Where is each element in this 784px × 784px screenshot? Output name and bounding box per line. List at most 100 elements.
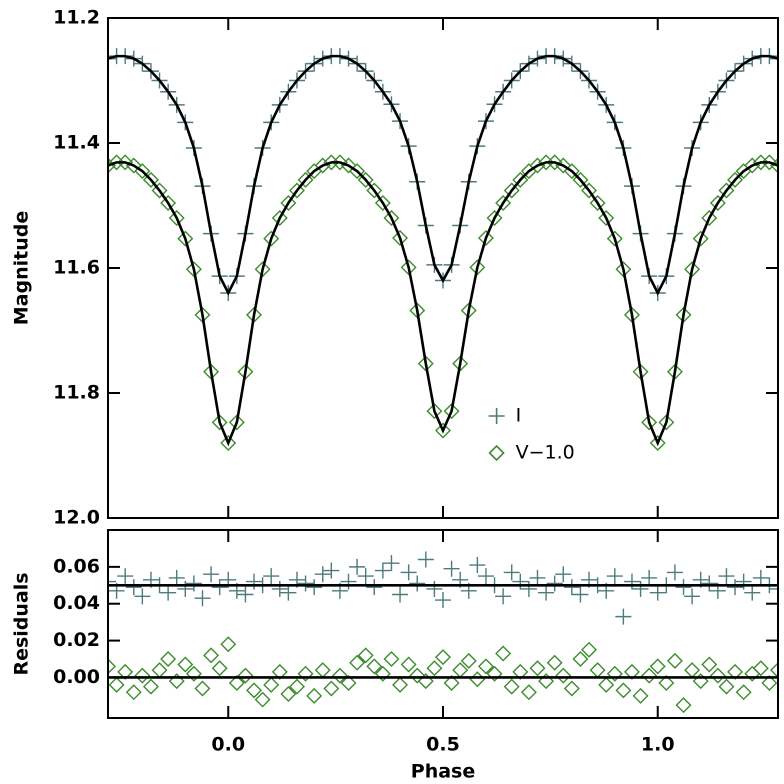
diamond-point: [383, 210, 400, 226]
plus-point: [666, 564, 683, 581]
diamond-point: [400, 259, 417, 276]
y-tick-label: 12.0: [53, 507, 100, 529]
model-line: [108, 54, 778, 296]
diamond-point: [443, 403, 460, 420]
plus-point: [392, 586, 409, 603]
diamond-point: [220, 435, 237, 451]
plus-point: [374, 562, 391, 579]
plus-point: [306, 579, 323, 596]
diamond-point: [288, 678, 305, 695]
diamond-point: [263, 230, 280, 247]
plot-area: [108, 48, 778, 451]
plus-point: [108, 573, 116, 590]
diamond-point: [400, 656, 417, 673]
plus-point: [417, 551, 434, 568]
x-tick-label: 0.0: [211, 734, 245, 756]
diamond-point: [589, 195, 606, 211]
plus-point: [409, 575, 426, 592]
diamond-point: [331, 667, 348, 684]
plus-point: [443, 560, 460, 577]
diamond-point: [477, 230, 494, 246]
plus-point: [194, 590, 211, 607]
diamond-point: [675, 697, 692, 714]
diamond-point: [598, 676, 615, 693]
diamond-point: [108, 658, 116, 675]
plus-point: [538, 584, 555, 601]
plus-point: [323, 562, 340, 579]
diamond-point: [503, 678, 520, 695]
y-tick-label: 0.06: [53, 555, 100, 577]
diamond-point: [151, 182, 168, 199]
diamond-point: [469, 259, 486, 276]
diamond-point: [271, 663, 288, 680]
plus-point: [477, 568, 494, 585]
diamond-point: [563, 680, 580, 697]
diamond-point: [220, 636, 237, 653]
plus-point: [623, 573, 640, 590]
plus-point: [563, 579, 580, 596]
plus-point: [160, 584, 177, 601]
diamond-point: [392, 230, 409, 246]
x-axis-label: Phase: [411, 761, 475, 783]
diamond-point: [108, 676, 125, 693]
y-tick-label: 0.02: [53, 629, 100, 651]
diamond-point: [495, 195, 512, 211]
diamond-point: [177, 656, 194, 673]
diamond-point: [168, 210, 185, 226]
diamond-point: [203, 647, 220, 664]
diamond-point: [632, 687, 649, 704]
diamond-point: [572, 171, 589, 188]
diamond-point: [469, 671, 486, 688]
plus-point: [495, 588, 512, 605]
diamond-point: [727, 171, 744, 188]
diamond-point: [142, 678, 159, 695]
diamond-point: [606, 665, 623, 682]
diamond-point: [142, 171, 159, 188]
plus-point: [237, 586, 254, 603]
diamond-point: [546, 654, 563, 671]
diamond-point: [409, 667, 426, 684]
diamond-point: [349, 654, 366, 671]
diamond-point: [709, 667, 726, 684]
diamond-point: [529, 660, 546, 677]
diamond-point: [598, 210, 615, 226]
diamond-point: [151, 662, 168, 679]
diamond-point: [701, 656, 718, 673]
diamond-point: [649, 658, 666, 675]
diamond-point: [254, 691, 271, 708]
plus-point: [684, 588, 701, 605]
diamond-point: [168, 673, 185, 690]
diamond-point: [520, 684, 537, 701]
plus-point: [246, 573, 263, 590]
plus-point: [314, 566, 331, 583]
diamond-point: [297, 171, 314, 188]
plus-point: [340, 573, 357, 590]
diamond-point: [426, 403, 443, 420]
diamond-point: [735, 684, 752, 701]
plus-point: [271, 580, 288, 597]
plus-point: [177, 580, 194, 597]
plus-point: [649, 584, 666, 601]
diamond-point: [185, 665, 202, 682]
diamond-point: [417, 673, 434, 690]
plus-point: [744, 584, 761, 601]
diamond-point: [160, 195, 177, 211]
plus-point: [675, 579, 692, 596]
diamond-point: [452, 662, 469, 679]
diamond-point: [589, 662, 606, 679]
plus-point: [529, 569, 546, 586]
diamond-point: [486, 665, 503, 682]
diamond-point: [117, 663, 134, 680]
diamond-point: [366, 658, 383, 675]
plus-point: [297, 575, 314, 592]
plus-point: [366, 579, 383, 596]
diamond-point: [486, 210, 503, 226]
legend-marker: [488, 408, 505, 424]
plus-point: [770, 580, 778, 597]
diamond-point: [649, 435, 666, 451]
diamond-point: [357, 647, 374, 664]
diamond-point: [228, 674, 245, 691]
plus-point: [555, 566, 572, 583]
plus-point: [117, 568, 134, 585]
